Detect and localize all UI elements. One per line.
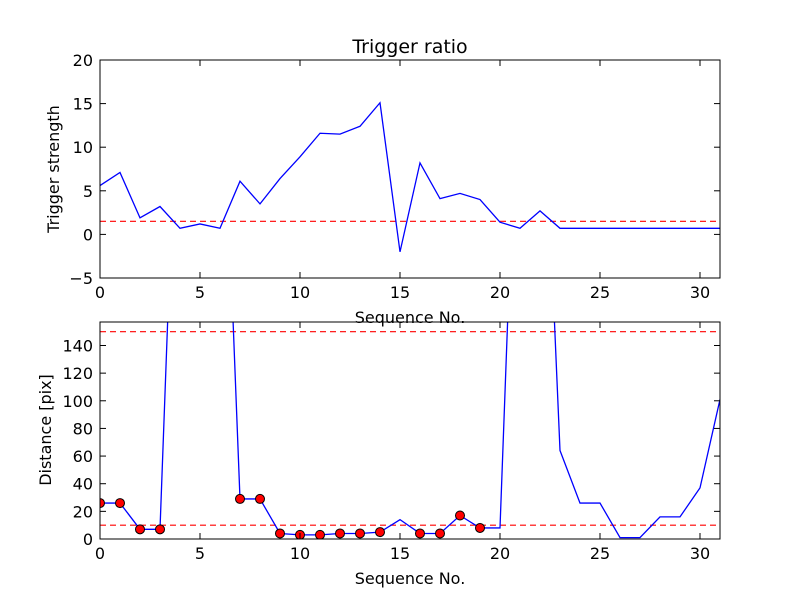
chart-bottom-data-marker (100, 498, 105, 509)
chart-bottom-data-marker (115, 498, 125, 509)
chart-top-ytick-label: 5 (83, 182, 93, 201)
chart-bottom-xtick-label: 30 (690, 544, 710, 563)
chart-bottom-ytick-label: 80 (73, 419, 93, 438)
chart-bottom-data-marker (155, 524, 165, 535)
chart-bottom-ylabel: Distance [pix] (36, 374, 55, 486)
chart-bottom-data-marker (315, 529, 325, 539)
chart-bottom-ytick-label: 40 (73, 475, 93, 494)
chart-top-xtick-label: 30 (690, 283, 710, 302)
chart-top-xlabel: Sequence No. (355, 308, 466, 327)
chart-bottom-ticks: 0 5 10 15 20 25 30 0 20 40 60 80 100 120 140 (62, 322, 720, 563)
chart-top-ytick-label: 10 (73, 138, 93, 157)
chart-bottom-axes-frame (99, 321, 721, 540)
chart-top-xtick-label: 25 (590, 283, 610, 302)
chart-top-xtick-label: 20 (490, 283, 510, 302)
chart-bottom-xtick-label: 10 (290, 544, 310, 563)
chart-top-title: Trigger ratio (351, 36, 467, 58)
chart-bottom-ytick-label: 0 (83, 530, 93, 549)
chart-top-ytick-label: −5 (69, 269, 93, 288)
chart-bottom-xtick-label: 20 (490, 544, 510, 563)
chart-top-xtick-label: 15 (390, 283, 410, 302)
chart-bottom-data-marker (255, 493, 265, 504)
chart-bottom-data-marker (415, 528, 425, 539)
chart-bottom-data-marker (235, 493, 245, 504)
chart-bottom-markers (100, 493, 485, 539)
chart-bottom-reference-lines (100, 331, 720, 526)
chart-bottom-data-marker (375, 527, 385, 538)
chart-bottom-series-line (100, 322, 720, 539)
chart-bottom-ytick-label: 140 (62, 336, 93, 355)
chart-top-series-line (100, 101, 720, 252)
chart-bottom-data-marker (455, 510, 465, 521)
chart-bottom-xtick-label: 15 (390, 544, 410, 563)
chart-top-xtick-label: 0 (95, 283, 105, 302)
chart-bottom-ytick-label: 20 (73, 502, 93, 521)
chart-top-ytick-label: 0 (83, 225, 93, 244)
chart-top-xtick-label: 5 (195, 283, 205, 302)
chart-bottom-xtick-label: 5 (195, 544, 205, 563)
chart-bottom-data-marker (355, 528, 365, 539)
chart-bottom-series (100, 322, 720, 539)
chart-bottom-data-marker (135, 524, 145, 535)
chart-bottom-xlabel: Sequence No. (355, 569, 466, 588)
chart-bottom-data-marker (435, 528, 445, 539)
chart-top-ytick-label: 15 (73, 95, 93, 114)
chart-bottom-ytick-label: 120 (62, 364, 93, 383)
chart-bottom: 0 5 10 15 20 25 30 0 20 40 60 80 100 120 140 Sequence … (36, 321, 721, 588)
chart-bottom-data-marker (475, 522, 485, 533)
chart-top-series (100, 101, 720, 252)
chart-bottom-data-marker (275, 528, 285, 539)
chart-top-xtick-label: 10 (290, 283, 310, 302)
chart-bottom-ytick-label: 100 (62, 392, 93, 411)
chart-bottom-ytick-label: 60 (73, 447, 93, 466)
chart-bottom-data-marker (335, 528, 345, 539)
chart-bottom-xtick-label: 0 (95, 544, 105, 563)
chart-bottom-xtick-label: 25 (590, 544, 610, 563)
chart-top-axes-frame (99, 59, 721, 279)
chart-top-ylabel: Trigger strength (44, 105, 63, 234)
chart-top-ytick-label: 20 (73, 51, 93, 70)
